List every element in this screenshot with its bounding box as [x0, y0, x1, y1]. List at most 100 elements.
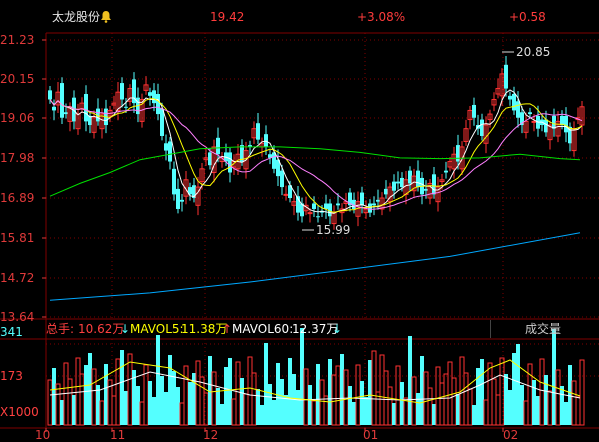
- volume-bar: [483, 399, 489, 426]
- volume-bar: [220, 404, 224, 425]
- stock-name[interactable]: 太龙股份: [52, 10, 101, 24]
- candle-body: [248, 145, 252, 147]
- volume-bar: [523, 400, 529, 426]
- candle-body: [84, 94, 88, 122]
- volume-bar: [463, 372, 469, 426]
- volume-bar: [487, 362, 493, 426]
- ma5-line: [49, 89, 583, 214]
- chart-grid: [0, 32, 599, 432]
- volume-bar: [203, 392, 209, 426]
- volume-bar: [539, 358, 545, 426]
- candle-body: [272, 152, 276, 169]
- change-amount: +0.58: [509, 10, 546, 24]
- volume-bar: [331, 374, 337, 426]
- volume-bar: [88, 353, 92, 425]
- candle-body: [579, 106, 585, 126]
- volume-bar: [176, 387, 180, 425]
- volume-bar: [188, 382, 192, 425]
- volume-bar: [395, 365, 401, 426]
- price-tick: 19.06: [0, 111, 35, 125]
- candle-body: [396, 181, 400, 184]
- candle-body: [435, 186, 441, 203]
- candle-body: [199, 168, 205, 183]
- bell-icon[interactable]: [100, 10, 112, 23]
- price-tick: 14.72: [0, 271, 35, 285]
- volume-bar: [208, 356, 212, 425]
- ma10-line: [49, 98, 583, 213]
- volume-bar: [348, 386, 352, 425]
- candle-body: [336, 203, 340, 206]
- volume-tick: 341: [0, 325, 23, 339]
- volume-bar: [55, 383, 61, 426]
- candle-body: [480, 119, 484, 136]
- mavol5-line: [49, 359, 581, 404]
- candle-body: [148, 92, 152, 96]
- volume-bar: [152, 397, 156, 425]
- low-annotation: 15.99: [316, 223, 351, 237]
- candle-body: [228, 152, 232, 173]
- volume-bar: [427, 387, 433, 426]
- volume-bar: [111, 395, 117, 426]
- moving-average-lines: [49, 89, 583, 301]
- volume-bar: [60, 400, 64, 425]
- candle-body: [516, 101, 520, 118]
- volume-bar: [132, 370, 136, 425]
- volume-bar: [183, 365, 189, 426]
- volume-bar: [355, 364, 361, 426]
- volume-bar: [368, 360, 372, 425]
- total-volume-label: 总手:: [46, 322, 75, 336]
- volume-bar: [323, 395, 329, 426]
- price-tick: 15.81: [0, 231, 35, 245]
- candle-body: [256, 123, 260, 140]
- volume-bar: [251, 372, 257, 426]
- volume-bar: [360, 381, 364, 425]
- candle-body: [208, 152, 212, 166]
- candle-body: [512, 94, 516, 111]
- volume-bar: [560, 386, 564, 425]
- price-tick: 16.89: [0, 191, 35, 205]
- candle-body: [487, 113, 493, 121]
- volume-bar: [296, 390, 300, 425]
- volume-bar: [364, 397, 368, 425]
- candle-body: [564, 115, 568, 133]
- volume-bar: [136, 386, 140, 425]
- volume-bar: [79, 373, 85, 426]
- volume-bar: [504, 374, 508, 425]
- volume-bar: [340, 354, 344, 425]
- mavol5-value: 11.38万: [181, 322, 228, 336]
- ma20-line: [49, 99, 583, 210]
- candle-body: [164, 143, 168, 151]
- volume-bar: [264, 343, 268, 425]
- volume-ma-lines: [49, 359, 581, 404]
- volume-info-bar: 总手: 10.62万 ↓ MAVOL5: 11.38万 ↑ MAVOL60: 1…: [46, 320, 599, 338]
- volume-bar: [156, 335, 160, 425]
- down-arrow-icon: ↓: [120, 322, 131, 336]
- volume-bar: [96, 385, 100, 425]
- candle-body: [48, 90, 52, 100]
- volume-bar: [268, 384, 272, 425]
- candle-body: [192, 185, 196, 199]
- indicator-selector[interactable]: 成交量: [490, 320, 599, 338]
- candle-body: [508, 95, 512, 100]
- volume-bar: [443, 373, 449, 426]
- candle-body: [568, 126, 572, 144]
- volume-bar: [120, 350, 124, 425]
- candle-body: [384, 188, 388, 195]
- volume-bar: [480, 359, 484, 425]
- volume-bar: [280, 379, 284, 425]
- indicator-selector-label[interactable]: 成交量: [525, 322, 562, 336]
- volume-bar: [148, 381, 152, 425]
- volume-bar: [456, 394, 460, 425]
- candle-body: [387, 186, 393, 203]
- candle-body: [243, 150, 249, 170]
- candle-body: [424, 188, 428, 191]
- candle-body: [288, 185, 292, 199]
- volume-bar: [67, 378, 73, 426]
- candle-body: [491, 98, 497, 106]
- candle-body: [504, 64, 508, 89]
- volume-bar: [168, 355, 172, 425]
- candle-body: [176, 188, 180, 209]
- candle-body: [547, 124, 553, 141]
- candle-body: [156, 94, 160, 115]
